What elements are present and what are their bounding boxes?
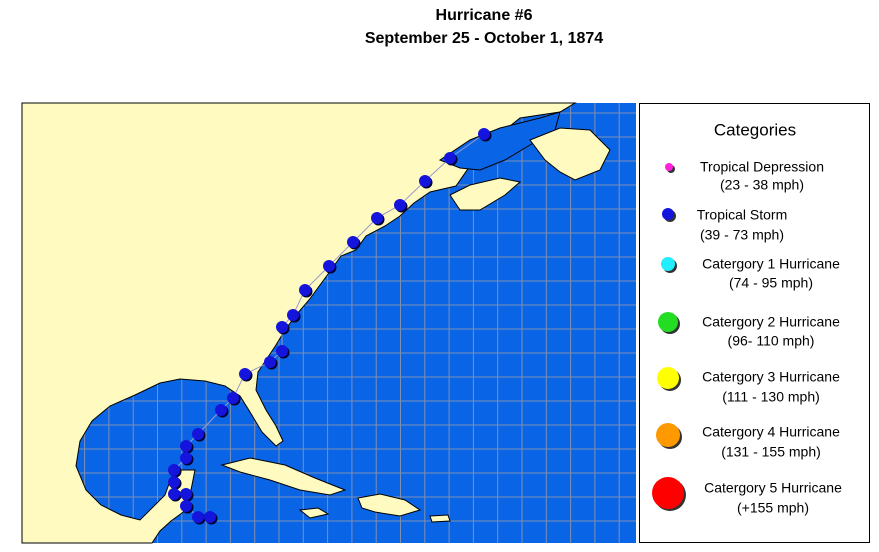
jamaica [298,507,330,519]
legend-range: (74 - 95 mph) [729,275,813,291]
track-point [264,356,276,368]
track-point [323,260,335,272]
legend-marker [661,257,675,271]
track-point [478,128,490,140]
legend-label: Tropical Storm [697,207,788,223]
legend-range: (39 - 73 mph) [700,227,784,243]
legend-marker [657,367,679,389]
legend-marker [658,312,678,332]
track-point [299,284,311,296]
legend-range: (23 - 38 mph) [720,177,804,193]
legend: Tropical Depression (23 - 38 mph) Tropical… [652,159,842,516]
track-point [371,212,383,224]
hispaniola [357,493,422,517]
nova-scotia [449,177,522,211]
legend-marker [656,423,680,447]
legend-label: Tropical Depression [700,159,824,175]
title: Hurricane #6 [436,7,533,24]
subtitle: September 25 - October 1, 1874 [365,30,603,47]
legend-range: (111 - 130 mph) [722,389,820,405]
legend-label: Catergory 3 Hurricane [702,369,840,385]
legend-marker [665,163,673,171]
track-point [180,440,192,452]
legend-range: (96- 110 mph) [728,333,815,349]
track-point [168,476,180,488]
cuba [220,457,347,496]
track-point [227,392,239,404]
newfoundland [529,127,611,181]
track-point [215,404,227,416]
track-point [347,236,359,248]
track-point [276,345,288,357]
legend-range: (+155 mph) [737,500,809,516]
track-point [419,175,431,187]
legend-marker [662,208,674,220]
track-point [287,309,299,321]
map [21,102,636,544]
puerto-rico [429,514,451,523]
track-point [204,511,216,523]
legend-label: Catergory 5 Hurricane [704,480,842,496]
legend-range: (131 - 155 mph) [721,444,821,460]
track-point [444,152,456,164]
track-point [239,368,251,380]
track-point [168,464,180,476]
track [168,128,492,525]
legend-label: Catergory 4 Hurricane [702,424,840,440]
track-point [168,488,180,500]
track-point [192,511,204,523]
track-point [180,500,192,512]
track-point [180,488,192,500]
legend-title: Categories [714,120,796,139]
track-point [276,321,288,333]
track-point [394,199,406,211]
track-point [180,452,192,464]
track-point [192,428,204,440]
legend-marker [652,477,684,509]
legend-label: Catergory 1 Hurricane [702,256,840,272]
legend-label: Catergory 2 Hurricane [702,314,840,330]
